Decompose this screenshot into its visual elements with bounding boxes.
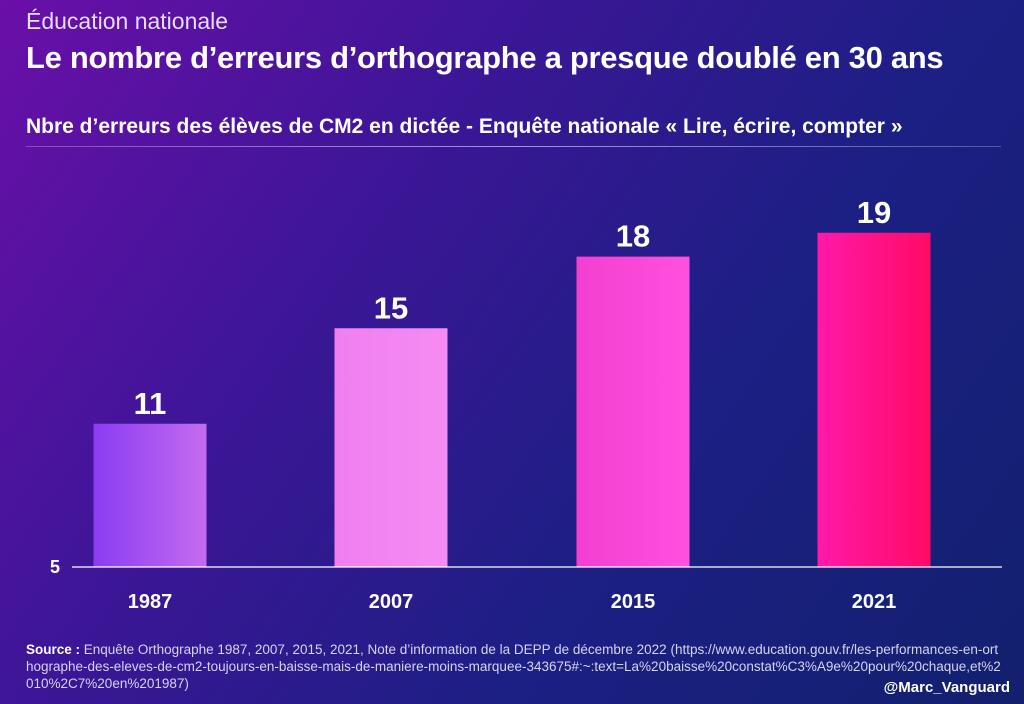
x-tick-1987: 1987 [128, 591, 173, 613]
subtitle-divider [26, 146, 1001, 147]
x-tick-2007: 2007 [369, 591, 414, 613]
kicker: Éducation nationale [26, 8, 229, 34]
bar-2021 [817, 232, 931, 567]
x-tick-2021: 2021 [852, 591, 897, 613]
data-label-2007: 15 [374, 290, 408, 325]
data-label-2015: 18 [616, 219, 650, 254]
source-text: Enquête Orthographe 1987, 2007, 2015, 20… [26, 642, 1001, 691]
bar-chart: 5 1987 2007 2015 2021 11 15 18 19 [50, 195, 1002, 613]
bars-group [93, 232, 931, 567]
data-label-2021: 19 [857, 195, 891, 230]
source-note: Source : Enquête Orthographe 1987, 2007,… [26, 641, 1001, 692]
bar-2007 [334, 328, 448, 567]
bar-2015 [576, 256, 690, 567]
author-handle: @Marc_Vanguard [883, 679, 1010, 696]
data-label-1987: 11 [134, 386, 167, 421]
bar-1987 [93, 423, 207, 567]
x-tick-labels: 1987 2007 2015 2021 [128, 591, 897, 613]
data-labels: 11 15 18 19 [134, 195, 892, 421]
y-tick-label: 5 [50, 557, 60, 577]
chart-title: Nbre d’erreurs des élèves de CM2 en dict… [26, 115, 903, 138]
x-tick-2015: 2015 [611, 591, 656, 613]
source-label: Source : [26, 642, 81, 657]
page-title: Le nombre d’erreurs d’orthographe a pres… [26, 40, 944, 75]
